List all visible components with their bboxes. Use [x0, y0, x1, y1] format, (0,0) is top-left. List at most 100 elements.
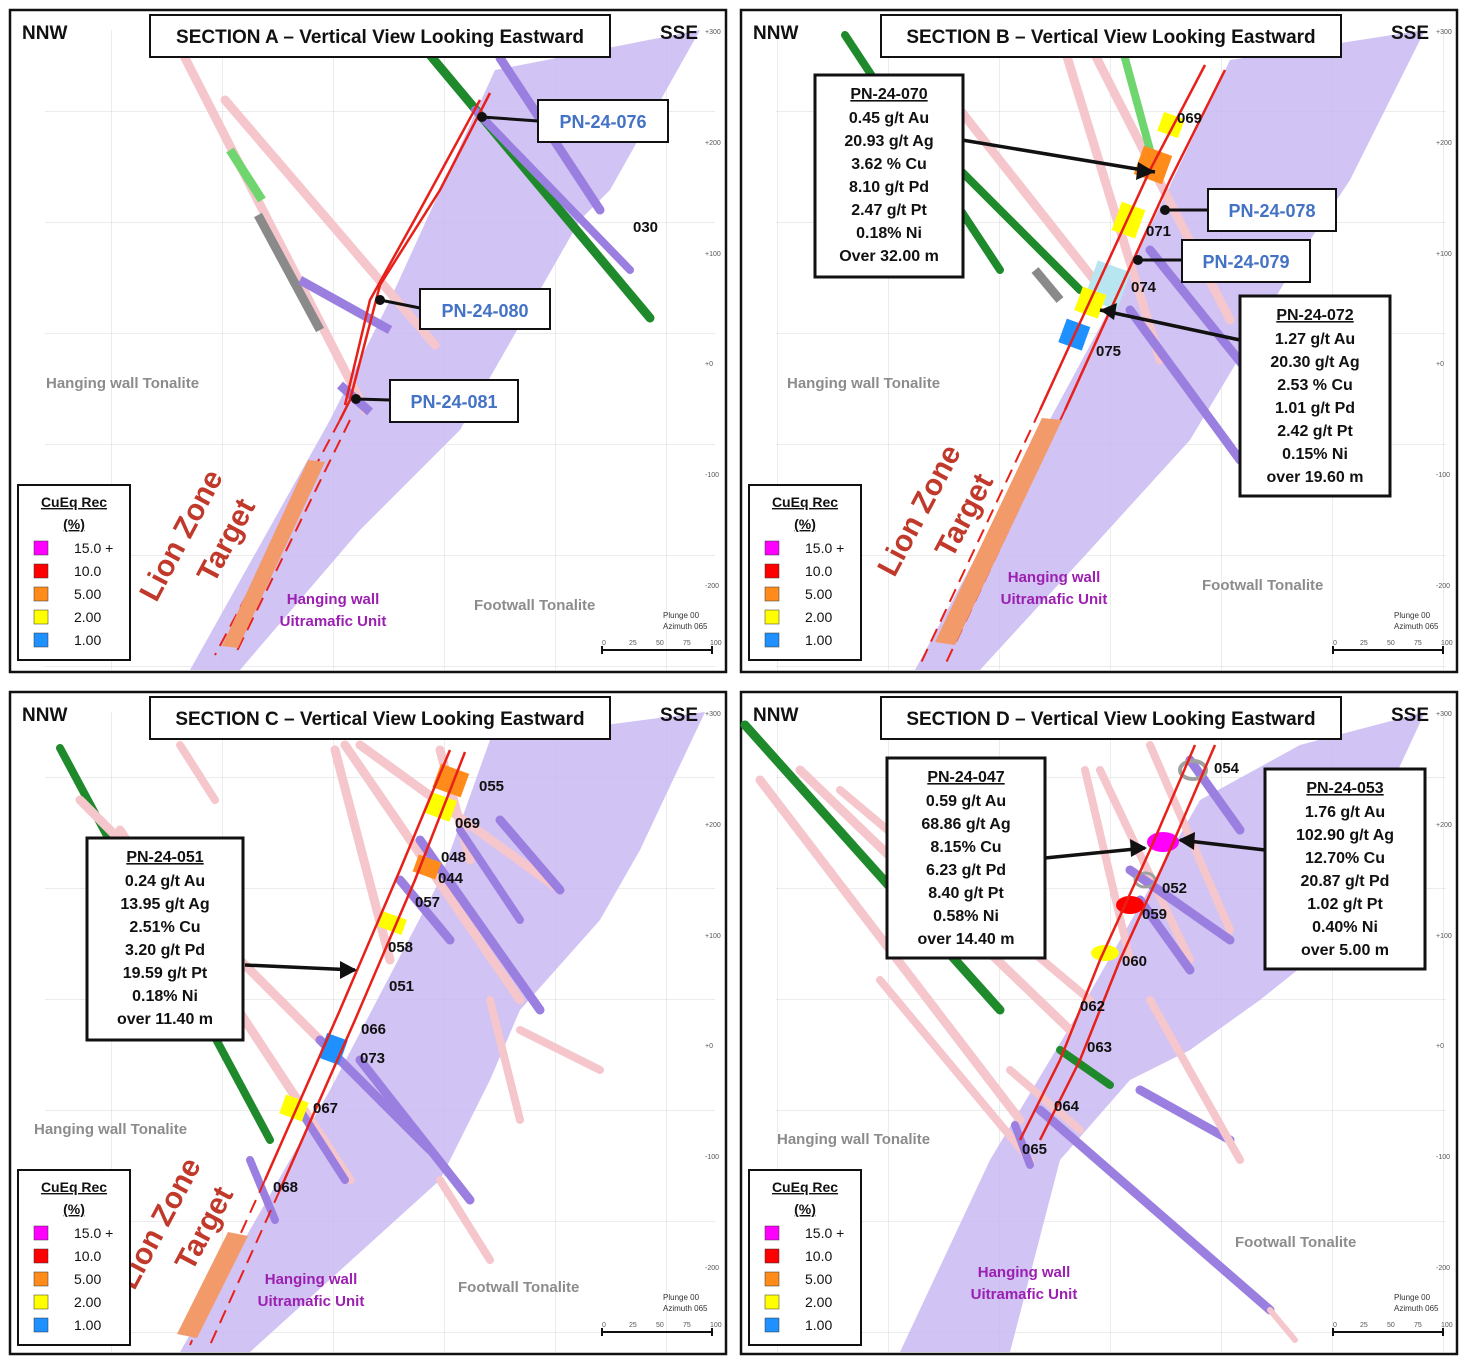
assay-value-line: 8.40 g/t Pt — [928, 885, 1004, 902]
legend-item-label: 10.0 — [805, 1248, 832, 1264]
assay-value-line: 8.10 g/t Pd — [849, 179, 929, 196]
elevation-tick: +300 — [1436, 29, 1452, 36]
elevation-tick: +300 — [1436, 711, 1452, 718]
scale-tick: 25 — [1360, 1322, 1368, 1329]
elevation-tick: +200 — [705, 822, 721, 829]
azimuth-label: Azimuth 065 — [1394, 1304, 1439, 1313]
assay-value-line: 102.90 g/t Ag — [1296, 827, 1394, 844]
direction-sse: SSE — [1391, 705, 1429, 726]
section-title: SECTION C – Vertical View Looking Eastwa… — [175, 709, 584, 730]
legend-item-label: 5.00 — [74, 586, 101, 602]
ultramafic-unit-label-2: Uitramafic Unit — [258, 1293, 365, 1310]
fault-zone-outline — [1018, 744, 1197, 1141]
elevation-tick: -100 — [1436, 472, 1450, 479]
drillhole-label: 052 — [1162, 880, 1187, 897]
legend-title: CuEq Rec — [772, 1179, 838, 1195]
scale-tick: 75 — [1414, 640, 1422, 647]
drillhole-label: 063 — [1087, 1039, 1112, 1056]
scale-tick: 25 — [629, 640, 637, 647]
ultramafic-unit-label-2: Uitramafic Unit — [1001, 591, 1108, 608]
assay-value-line: 1.27 g/t Au — [1275, 331, 1355, 348]
fault-zone-outline — [263, 749, 452, 1181]
direction-sse: SSE — [1391, 23, 1429, 44]
section-b-callouts: PN-24-078 PN-24-079 069 071 074 075 — [1096, 110, 1337, 360]
scale-tick: 50 — [1387, 1322, 1395, 1329]
assay-value-line: 1.76 g/t Au — [1305, 804, 1385, 821]
section-d-labels: SECTION D – Vertical View Looking Eastwa… — [748, 696, 1453, 1346]
elevation-tick: -200 — [1436, 1265, 1450, 1272]
drillhole-label: 058 — [388, 939, 413, 956]
direction-sse: SSE — [660, 23, 698, 44]
assay-box-c-0: PN-24-051 0.24 g/t Au 13.95 g/t Ag 2.51% Cu… — [85, 836, 245, 1042]
assay-box-b-1: PN-24-072 1.27 g/t Au 20.30 g/t Ag 2.53 % C… — [1238, 294, 1392, 498]
legend-item-label: 10.0 — [74, 1248, 101, 1264]
assay-hole-id: PN-24-070 — [850, 86, 927, 103]
legend-item-label: 1.00 — [74, 1317, 101, 1333]
assay-callout-box — [813, 73, 965, 279]
legend-swatch — [764, 1225, 780, 1241]
elevation-tick: +300 — [705, 29, 721, 36]
drillhole-label: 073 — [360, 1050, 385, 1067]
legend-swatch — [33, 540, 49, 556]
elevation-tick: -200 — [705, 583, 719, 590]
assay-callout-box — [1238, 294, 1392, 498]
ultramafic-unit-label: Hanging wall — [287, 591, 380, 608]
lion-zone-target-body — [935, 418, 1062, 645]
drillhole-label: 048 — [441, 849, 466, 866]
scale-tick: 25 — [1360, 640, 1368, 647]
assay-value-line: 6.23 g/t Pd — [926, 862, 1006, 879]
elevation-tick: +200 — [705, 140, 721, 147]
drillhole-callout-box — [419, 288, 551, 330]
scale-tick: 0 — [602, 1322, 606, 1329]
ultramafic-unit-body — [190, 30, 700, 670]
footwall-tonalite-label: Footwall Tonalite — [458, 1279, 579, 1296]
hanging-wall-tonalite-label: Hanging wall Tonalite — [777, 1131, 930, 1148]
assay-value-line: Over 32.00 m — [839, 248, 939, 265]
legend-title: CuEq Rec — [772, 494, 838, 510]
assay-value-line: 0.45 g/t Au — [849, 110, 929, 127]
drillhole-label: 067 — [313, 1100, 338, 1117]
drillhole-label: 030 — [633, 219, 658, 236]
legend-swatch — [764, 609, 780, 625]
assay-value-line: 0.59 g/t Au — [926, 793, 1006, 810]
plunge-label: Plunge 00 — [663, 611, 700, 620]
assay-hole-id: PN-24-072 — [1276, 307, 1353, 324]
assay-box-d-1: PN-24-053 1.76 g/t Au 102.90 g/t Ag 12.70% … — [1263, 767, 1427, 971]
scale-bar — [601, 1328, 713, 1336]
legend-title: CuEq Rec — [41, 1179, 107, 1195]
drillhole-label: 051 — [389, 978, 414, 995]
assay-value-line: 2.42 g/t Pt — [1277, 423, 1353, 440]
ultramafic-unit-label: Hanging wall — [978, 1264, 1071, 1281]
section-a-callouts: PN-24-076 PN-24-080 PN-24-081 030 — [389, 99, 669, 423]
legend-item-label: 1.00 — [805, 632, 832, 648]
assay-value-line: 68.86 g/t Ag — [921, 816, 1010, 833]
legend-subtitle: (%) — [794, 1201, 816, 1217]
direction-nnw: NNW — [753, 23, 798, 44]
assay-value-line: 13.95 g/t Ag — [120, 896, 209, 913]
legend-swatch — [33, 632, 49, 648]
drillhole-callout-box — [389, 379, 519, 423]
scale-tick: 0 — [1333, 640, 1337, 647]
drillhole-label: 069 — [1177, 110, 1202, 127]
legend-item-label: 10.0 — [805, 563, 832, 579]
legend-item-label: 10.0 — [74, 563, 101, 579]
legend-item-label: 2.00 — [805, 1294, 832, 1310]
section-title-box — [880, 14, 1342, 58]
assay-value-line: 19.59 g/t Pt — [123, 965, 208, 982]
elevation-tick: +0 — [1436, 1043, 1444, 1050]
legend-item-label: 2.00 — [74, 609, 101, 625]
drillhole-label: 069 — [455, 815, 480, 832]
section-d-labels: 054 052 059 060 062 063 064 065 — [1022, 760, 1240, 1158]
assay-hole-id: PN-24-051 — [126, 849, 203, 866]
legend-item-label: 2.00 — [805, 609, 832, 625]
drillhole-label: 071 — [1146, 223, 1171, 240]
elevation-tick: +200 — [1436, 140, 1452, 147]
drillhole-label: 055 — [479, 778, 504, 795]
footwall-tonalite-label: Footwall Tonalite — [1202, 577, 1323, 594]
section-title: SECTION D – Vertical View Looking Eastwa… — [906, 709, 1315, 730]
plunge-label: Plunge 00 — [1394, 611, 1431, 620]
assay-value-line: 0.15% Ni — [1282, 446, 1348, 463]
legend-swatch — [33, 586, 49, 602]
legend-item-label: 1.00 — [805, 1317, 832, 1333]
elevation-tick: -100 — [705, 1154, 719, 1161]
